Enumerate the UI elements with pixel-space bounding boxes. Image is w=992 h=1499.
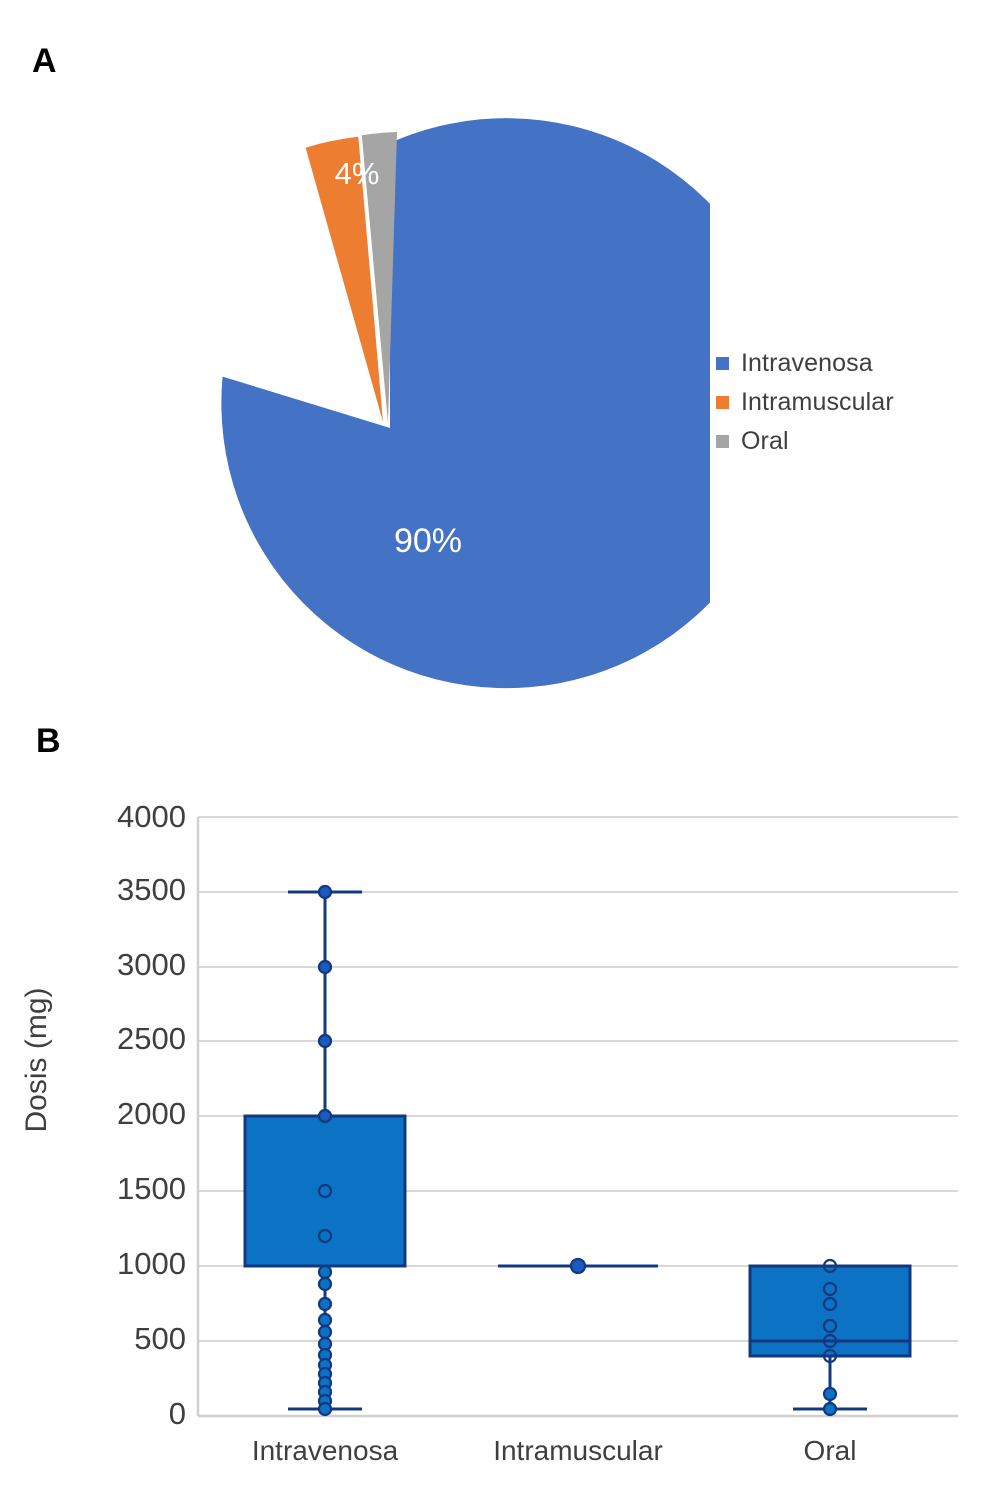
y-tick-2000: 2000 [117,1096,186,1131]
data-points-intramuscular [569,1257,587,1275]
box-plot-svg: Dosis (mg) 0 500 1000 1500 2000 2500 300… [20,799,958,1466]
pie-label-oral: 4% [335,156,380,191]
box-group-intramuscular[interactable] [498,1257,658,1275]
pie-slice-intramuscular[interactable] [305,136,383,423]
legend-item-oral[interactable]: Oral [716,426,978,456]
y-tick-4000: 4000 [117,799,186,834]
y-tick-500: 500 [134,1321,186,1356]
x-tick-intramuscular: Intramuscular [493,1435,663,1466]
y-tick-1000: 1000 [117,1246,186,1281]
pie-label-intramuscular: 6% [260,178,305,213]
legend-label-oral: Oral [741,426,789,455]
y-tick-labels: 0 500 1000 1500 2000 2500 3000 3500 4000 [117,799,186,1431]
legend-item-intravenosa[interactable]: Intravenosa [716,348,978,378]
y-tick-0: 0 [169,1396,186,1431]
y-axis-title: Dosis (mg) [20,987,53,1132]
pie-slice-intravenosa[interactable] [221,118,710,689]
legend-swatch-icon-intramuscular [716,395,729,409]
data-points-oral [822,1258,838,1417]
legend-swatch-icon-oral [716,434,729,448]
y-tick-3500: 3500 [117,872,186,907]
pie-slice-oral[interactable] [361,132,397,423]
box-group-oral[interactable] [748,1258,912,1417]
x-tick-intravenosa: Intravenosa [252,1435,399,1466]
panel-label-a: A [32,42,57,80]
y-tick-2500: 2500 [117,1021,186,1056]
legend-label-intravenosa: Intravenosa [741,348,873,377]
y-tick-3000: 3000 [117,947,186,982]
pie-chart-svg: 90% 6% 4% [221,118,710,689]
pie-label-intravenosa: 90% [394,522,462,560]
legend-label-intramuscular: Intramuscular [741,387,894,416]
panel-label-b: B [36,722,61,760]
pie-legend: Intravenosa Intramuscular Oral [716,348,978,465]
y-tick-1500: 1500 [117,1171,186,1206]
x-tick-labels: Intravenosa Intramuscular Oral [252,1435,857,1466]
panel-b-box-plot: B Dosis (mg) 0 500 1000 1500 2000 2500 3… [0,715,992,1499]
box-group-intravenosa[interactable] [243,884,407,1417]
legend-swatch-icon-intravenosa [716,356,729,370]
legend-item-intramuscular[interactable]: Intramuscular [716,387,978,417]
panel-a-pie-chart: A 90% 6% 4% Intravenosa Intramuscular Or… [0,0,992,715]
data-points-intravenosa [317,884,333,1417]
x-tick-oral: Oral [804,1435,857,1466]
box-rect-intravenosa [243,1114,407,1268]
